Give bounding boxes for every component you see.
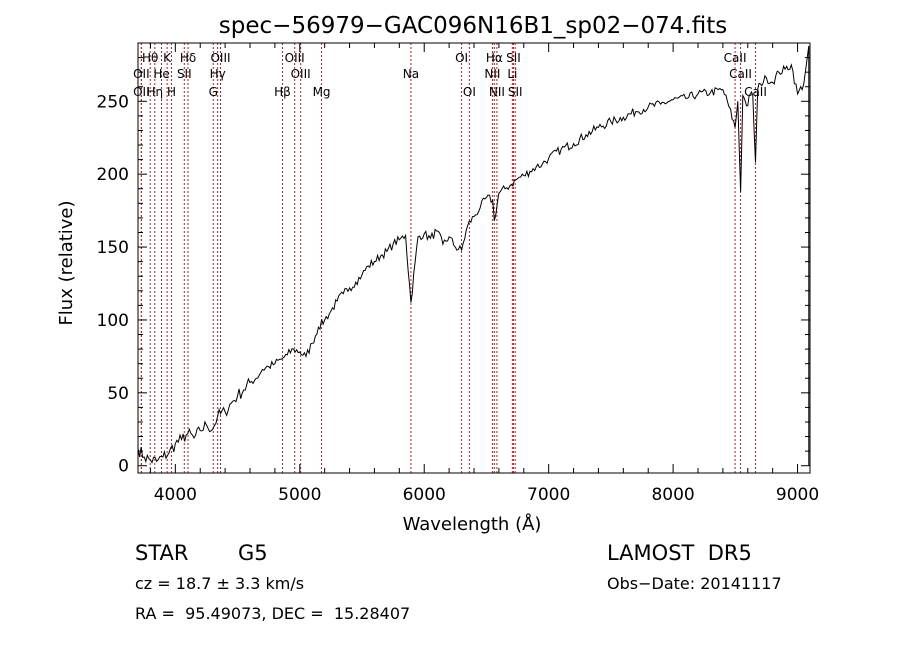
spectral-line-label: H	[167, 85, 176, 99]
spectral-line-label: OII	[133, 67, 150, 81]
spectral-line-label: Na	[403, 67, 419, 81]
x-tick-label: 8000	[651, 485, 694, 505]
spectral-line-label: OIII	[285, 51, 305, 65]
x-axis: 4000 5000 6000 7000 8000 9000	[149, 43, 819, 505]
y-tick-label: 200	[97, 165, 129, 185]
subclass: G5	[238, 541, 268, 565]
spectral-line-label: G	[209, 85, 218, 99]
spectral-line-label: He	[153, 67, 169, 81]
spectral-line-label: Hγ	[210, 67, 226, 81]
spectral-line-markers	[140, 43, 756, 473]
spectral-line-label: NII	[484, 67, 500, 81]
x-tick-label: 9000	[776, 485, 819, 505]
spectral-line-label: CaII	[744, 85, 767, 99]
spectral-line-label: SII	[506, 51, 521, 65]
plot-frame	[137, 42, 811, 474]
spectral-line-label: Hβ	[274, 85, 291, 99]
spectral-line-label: Hη	[146, 85, 163, 99]
y-tick-label: 250	[97, 92, 129, 112]
spectral-line-label: OII	[133, 85, 150, 99]
spectral-line-label: K	[163, 51, 172, 65]
x-axis-label: Wavelength (Å)	[403, 513, 542, 535]
y-tick-label: 0	[118, 457, 129, 477]
spectrum-line	[137, 45, 810, 466]
spectral-line-label: Hδ	[180, 51, 196, 65]
y-tick-label: 100	[97, 311, 129, 331]
survey-name: LAMOST DR5	[607, 541, 752, 565]
y-tick-label: 150	[97, 238, 129, 258]
coordinates: RA = 95.49073, DEC = 15.28407	[135, 604, 411, 623]
redshift-text: cz = 18.7 ± 3.3 km/s	[135, 574, 305, 593]
spectral-line-label: CaII	[724, 51, 747, 65]
x-tick-label: 5000	[278, 485, 321, 505]
obs-date: Obs−Date: 20141117	[607, 574, 782, 593]
y-axis-label: Flux (relative)	[56, 200, 77, 325]
y-axis: 0 50 100 150 200 250	[97, 57, 810, 477]
spectral-line-label: Hα	[486, 51, 503, 65]
spectral-line-label: OI	[455, 51, 468, 65]
x-tick-label: 6000	[403, 485, 446, 505]
chart-title: spec−56979−GAC096N16B1_sp02−074.fits	[219, 13, 727, 39]
spectral-line-label: OIII	[291, 67, 311, 81]
spectral-line-label: NII	[489, 85, 505, 99]
x-tick-label: 4000	[154, 485, 197, 505]
spectral-line-label: CaII	[729, 67, 752, 81]
spectral-line-label: OI	[463, 85, 476, 99]
object-type: STAR	[135, 541, 189, 565]
spectral-line-label: Mg	[313, 85, 331, 99]
spectral-line-label: SII	[177, 67, 192, 81]
spectral-line-label: OIII	[210, 51, 230, 65]
y-tick-label: 50	[107, 384, 129, 404]
spectral-line-label: Hθ	[142, 51, 158, 65]
spectral-line-label: SII	[508, 85, 523, 99]
spectral-line-label: Li	[507, 67, 517, 81]
x-tick-label: 7000	[527, 485, 570, 505]
